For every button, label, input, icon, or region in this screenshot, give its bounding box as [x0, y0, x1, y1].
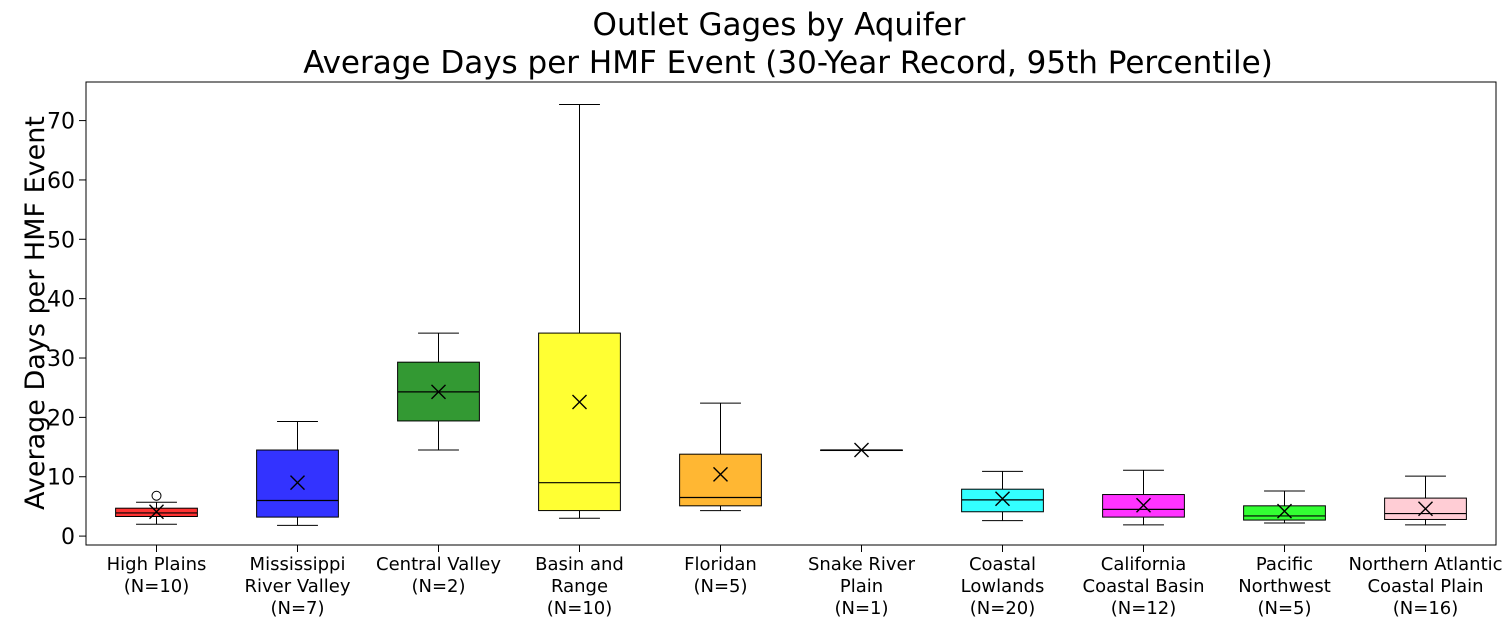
- x-tick-label-line: River Valley: [244, 576, 350, 597]
- x-tick-label-line: Basin and: [535, 554, 624, 575]
- x-tick-label-line: (N=7): [270, 598, 324, 619]
- x-tick-label-line: Floridan: [684, 554, 757, 575]
- x-tick-label: Floridan (N=5): [684, 554, 757, 597]
- chart-title: Outlet Gages by Aquifer Average Days per…: [303, 7, 1273, 81]
- x-tick-label-line: (N=12): [1111, 598, 1177, 619]
- x-tick-label: Pacific Northwest (N=5): [1238, 554, 1331, 619]
- x-tick-label: California Coastal Basin (N=12): [1083, 554, 1205, 619]
- y-tick-label: 70: [47, 110, 75, 135]
- x-tick-label-line: Central Valley: [376, 554, 501, 575]
- y-axis: 0 10 20 30 40 50 60 70: [47, 110, 86, 550]
- x-tick-label: Basin and Range (N=10): [535, 554, 624, 619]
- x-tick-label-line: (N=10): [124, 576, 190, 597]
- y-tick-label: 30: [47, 347, 75, 372]
- box-8: [1102, 469, 1185, 526]
- x-tick-label: Mississippi River Valley (N=7): [244, 554, 350, 619]
- iqr-box: [1243, 505, 1326, 521]
- x-tick-label-line: (N=1): [834, 598, 888, 619]
- x-tick-label-line: (N=2): [411, 576, 465, 597]
- x-tick-label-line: (N=20): [970, 598, 1036, 619]
- box-5: [679, 402, 762, 512]
- x-tick-label-line: (N=5): [693, 576, 747, 597]
- x-tick-label-line: Northern Atlantic: [1348, 554, 1502, 575]
- mean-marker: [290, 475, 305, 491]
- plot-area: [115, 104, 1467, 526]
- x-tick-label-line: Coastal Plain: [1367, 576, 1483, 597]
- box-2: [256, 421, 339, 526]
- x-tick-label: Coastal Lowlands (N=20): [961, 554, 1045, 619]
- mean-marker: [854, 442, 869, 458]
- x-tick-label-line: Northwest: [1238, 576, 1331, 597]
- x-tick-label-line: (N=5): [1257, 598, 1311, 619]
- mean-marker: [572, 394, 587, 410]
- y-tick-label: 0: [61, 525, 75, 550]
- x-tick-label-line: California: [1101, 554, 1186, 575]
- mean-marker: [431, 384, 446, 400]
- iqr-box: [538, 332, 621, 512]
- x-tick-label-line: Mississippi: [250, 554, 346, 575]
- chart-title-line-2: Average Days per HMF Event (30-Year Reco…: [303, 45, 1273, 81]
- y-tick-label: 20: [47, 406, 75, 431]
- y-tick-label: 50: [47, 228, 75, 253]
- box-4: [538, 104, 621, 519]
- box-3: [397, 332, 480, 451]
- mean-marker: [1277, 503, 1292, 519]
- x-tick-label-line: Plain: [840, 576, 883, 597]
- x-tick-label-line: Pacific: [1256, 554, 1313, 575]
- x-tick-label-line: Range: [551, 576, 608, 597]
- box-9: [1243, 490, 1326, 524]
- mean-marker: [995, 491, 1010, 507]
- x-tick-label-line: (N=10): [547, 598, 613, 619]
- box-6: [820, 442, 903, 458]
- y-tick-label: 40: [47, 288, 75, 313]
- mean-marker: [1136, 497, 1151, 513]
- x-tick-label-line: Coastal: [969, 554, 1036, 575]
- x-tick-label: Central Valley (N=2): [376, 554, 501, 597]
- mean-marker: [1418, 501, 1433, 517]
- mean-marker: [713, 466, 728, 482]
- plot-frame: [85, 81, 1497, 546]
- x-tick-label: Northern Atlantic Coastal Plain (N=16): [1348, 554, 1502, 619]
- box-10: [1384, 475, 1467, 526]
- box-1: [115, 490, 198, 525]
- x-tick-label-line: Lowlands: [961, 576, 1045, 597]
- x-tick-label-line: Coastal Basin: [1083, 576, 1205, 597]
- x-tick-label: High Plains (N=10): [107, 554, 207, 597]
- y-tick-label: 60: [47, 169, 75, 194]
- x-tick-label: Snake River Plain (N=1): [808, 554, 916, 619]
- x-tick-label-line: Snake River: [808, 554, 916, 575]
- box-7: [961, 470, 1044, 522]
- y-axis-label: Average Days per HMF Event: [20, 116, 51, 510]
- outlier-point: [151, 490, 162, 501]
- y-tick-label: 10: [47, 466, 75, 491]
- x-axis: High Plains (N=10)Mississippi River Valley…: [107, 545, 1503, 619]
- x-tick-label-line: High Plains: [107, 554, 207, 575]
- x-tick-label-line: (N=16): [1393, 598, 1459, 619]
- mean-marker: [149, 504, 164, 520]
- chart-title-line-1: Outlet Gages by Aquifer: [593, 7, 966, 43]
